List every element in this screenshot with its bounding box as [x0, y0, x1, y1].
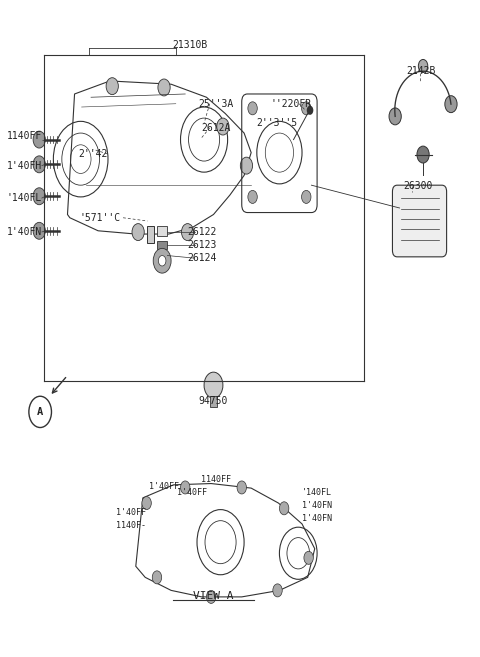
Circle shape — [204, 372, 223, 398]
Circle shape — [142, 497, 151, 510]
Circle shape — [206, 591, 216, 603]
Circle shape — [153, 248, 171, 273]
Text: 1'40FF: 1'40FF — [177, 488, 207, 497]
Text: 26300: 26300 — [404, 181, 433, 191]
Text: A: A — [37, 407, 43, 417]
Circle shape — [248, 102, 257, 115]
Text: 1'40FN: 1'40FN — [302, 514, 332, 523]
Circle shape — [240, 157, 252, 174]
Circle shape — [445, 96, 457, 112]
Circle shape — [158, 79, 170, 96]
Circle shape — [106, 78, 119, 95]
FancyBboxPatch shape — [393, 185, 446, 257]
Text: 26122: 26122 — [187, 227, 216, 237]
Circle shape — [273, 584, 282, 597]
Text: 2''3''5: 2''3''5 — [256, 118, 298, 128]
Text: 1140FF: 1140FF — [201, 475, 231, 484]
Text: 1'40FF: 1'40FF — [116, 508, 146, 516]
Bar — [146, 225, 154, 242]
Text: 1'40FN: 1'40FN — [7, 227, 42, 237]
Circle shape — [33, 131, 45, 148]
Text: 1140F-: 1140F- — [116, 521, 146, 530]
Text: 1'40FN: 1'40FN — [302, 501, 332, 510]
Text: 25''3A: 25''3A — [198, 99, 233, 109]
Text: 2612A: 2612A — [201, 123, 230, 133]
Circle shape — [301, 102, 311, 115]
Text: 2142B: 2142B — [406, 66, 435, 76]
Bar — [210, 396, 217, 407]
Text: VIEW A: VIEW A — [193, 591, 234, 600]
Circle shape — [279, 502, 289, 515]
Text: 2''42: 2''42 — [79, 149, 108, 159]
Circle shape — [33, 188, 45, 205]
Text: 1'40FH: 1'40FH — [7, 161, 42, 171]
Text: 26123: 26123 — [187, 240, 216, 250]
Circle shape — [217, 118, 229, 135]
Circle shape — [248, 191, 257, 204]
Circle shape — [419, 59, 428, 72]
Text: '571''C: '571''C — [80, 213, 121, 223]
Text: 26124: 26124 — [187, 253, 216, 263]
Text: 1'40FF: 1'40FF — [149, 482, 179, 491]
Circle shape — [389, 108, 401, 125]
Circle shape — [181, 223, 194, 240]
Circle shape — [180, 481, 190, 494]
Circle shape — [33, 222, 45, 239]
Circle shape — [132, 223, 144, 240]
Bar — [157, 240, 168, 249]
Text: '140FL: '140FL — [302, 488, 332, 497]
Text: '140FL: '140FL — [7, 193, 42, 203]
Text: 1140FF: 1140FF — [7, 131, 42, 141]
Circle shape — [152, 571, 162, 584]
Text: 21310B: 21310B — [172, 40, 207, 50]
Text: ''220FR: ''220FR — [271, 99, 312, 109]
Bar — [157, 226, 168, 236]
Circle shape — [158, 256, 166, 266]
Text: 94750: 94750 — [199, 396, 228, 407]
Circle shape — [417, 146, 429, 163]
Circle shape — [33, 156, 45, 173]
Circle shape — [307, 106, 313, 115]
Circle shape — [304, 551, 313, 564]
Circle shape — [301, 191, 311, 204]
Circle shape — [237, 481, 246, 494]
